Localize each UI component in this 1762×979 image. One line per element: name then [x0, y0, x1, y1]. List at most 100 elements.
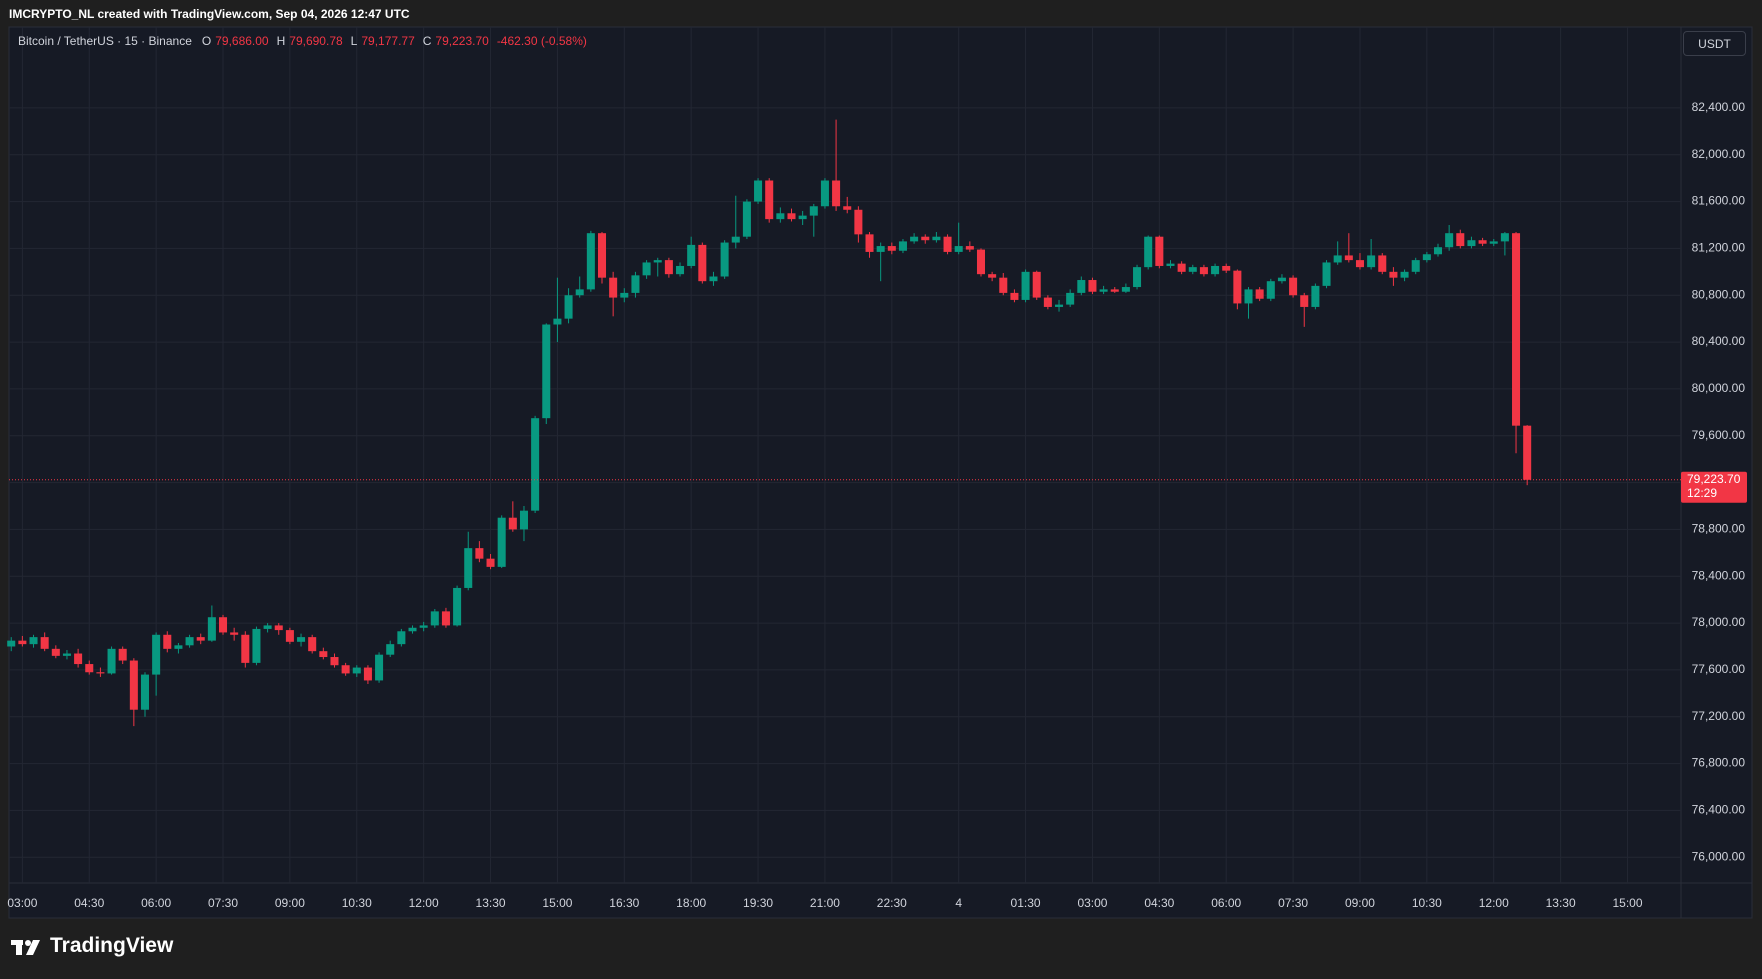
candle-body	[564, 295, 573, 319]
x-tick-label: 10:30	[1412, 896, 1442, 910]
candle-body	[1199, 267, 1208, 275]
candle-body	[709, 276, 718, 282]
candle-body	[1121, 287, 1130, 292]
candle-body	[1400, 271, 1409, 278]
y-tick-label: 81,200.00	[1692, 241, 1746, 255]
x-tick-label: 07:30	[1278, 896, 1308, 910]
candle-body	[1478, 240, 1487, 244]
candle-body	[1367, 255, 1376, 268]
x-tick-label: 18:00	[676, 896, 706, 910]
candle-body	[787, 213, 796, 220]
y-tick-label: 82,000.00	[1692, 147, 1746, 161]
candle-body	[620, 292, 629, 298]
candle-body	[1422, 254, 1431, 261]
candle-body	[943, 236, 952, 252]
x-tick-label: 01:30	[1011, 896, 1041, 910]
candle-body	[152, 634, 161, 675]
candle-body	[1355, 260, 1364, 268]
grid	[9, 27, 1681, 883]
candle-body	[843, 206, 852, 210]
attribution: IMCRYPTO_NL created with TradingView.com…	[9, 7, 410, 21]
candle-body	[698, 244, 707, 282]
candle-body	[1010, 292, 1019, 300]
last-price-label: 79,223.70	[1687, 472, 1741, 486]
candle-body	[1110, 289, 1119, 292]
candle-body	[1043, 297, 1052, 307]
candle-body	[486, 558, 495, 567]
candle-body	[954, 246, 963, 252]
symbol: Bitcoin / TetherUS · 15 · Binance	[18, 34, 192, 48]
candle-body	[1433, 247, 1443, 255]
x-tick-label: 09:00	[275, 896, 305, 910]
last-price-tag	[1681, 471, 1747, 503]
y-tick-label: 81,600.00	[1692, 194, 1746, 208]
x-tick-label: 06:00	[141, 896, 171, 910]
x-tick-label: 10:30	[342, 896, 372, 910]
ohlc-key: C	[422, 34, 432, 48]
candle-body	[1088, 280, 1097, 292]
x-tick-label: 04:30	[1144, 896, 1174, 910]
candle-body	[1411, 260, 1420, 272]
x-tick-label: 09:00	[1345, 896, 1375, 910]
price-change: -462.30 (-0.58%)	[496, 34, 587, 48]
candle-body	[1021, 271, 1030, 300]
candle-body	[107, 648, 116, 674]
candle-body	[1255, 289, 1264, 299]
x-tick-label: 15:00	[1612, 896, 1642, 910]
candle-body	[542, 324, 551, 419]
y-tick-label: 76,400.00	[1692, 803, 1746, 817]
candle-body	[742, 201, 751, 237]
candle-body	[1144, 236, 1153, 268]
x-tick-label: 22:30	[877, 896, 907, 910]
candle-body	[898, 241, 907, 251]
candle-body	[731, 236, 740, 243]
chart-pane	[8, 26, 1753, 919]
candle-body	[809, 206, 818, 216]
candle-body	[386, 644, 395, 655]
candle-body	[597, 233, 607, 278]
x-tick-label: 15:00	[542, 896, 572, 910]
candle-body	[999, 277, 1008, 293]
y-tick-label: 80,800.00	[1692, 287, 1746, 301]
x-tick-label: 13:30	[1546, 896, 1576, 910]
candle-body	[1456, 233, 1465, 247]
candle-body	[798, 215, 807, 220]
candle-body	[497, 517, 506, 567]
candle-body	[1500, 233, 1509, 242]
candle-body	[397, 631, 406, 645]
ohlc-key: L	[350, 34, 358, 48]
y-tick-label: 82,400.00	[1692, 100, 1746, 114]
logo-text: TradingView	[50, 934, 174, 957]
y-tick-label: 78,000.00	[1692, 615, 1746, 629]
candle-body	[1333, 255, 1342, 263]
currency-button[interactable]: USDT	[1683, 31, 1746, 56]
candle-body	[1289, 277, 1298, 296]
candle-body	[754, 180, 763, 202]
candle-body	[1222, 265, 1231, 271]
y-tick-label: 77,600.00	[1692, 662, 1746, 676]
candle-body	[419, 625, 428, 628]
candle-body	[297, 637, 306, 642]
candle-body	[887, 246, 896, 251]
x-tick-label: 07:30	[208, 896, 238, 910]
candle-body	[519, 510, 528, 530]
candle-body	[1389, 271, 1398, 278]
candle-body	[174, 645, 183, 649]
candle-body	[1467, 240, 1476, 247]
symbol-legend: Bitcoin / TetherUS · 15 · Binance O 79,68…	[18, 34, 591, 48]
candle-body	[85, 664, 94, 673]
ohlc-value: 79,223.70	[435, 34, 489, 48]
x-tick-label: 13:30	[476, 896, 506, 910]
candle-body	[207, 617, 216, 641]
candle-body	[1344, 255, 1353, 261]
candle-body	[219, 617, 228, 633]
candle-body	[965, 246, 974, 250]
candle-body	[832, 180, 841, 207]
candle-body	[74, 653, 83, 665]
candle-body	[263, 625, 272, 629]
candle-body	[1244, 289, 1253, 304]
candle-body	[375, 654, 384, 681]
x-tick-label: 16:30	[609, 896, 639, 910]
